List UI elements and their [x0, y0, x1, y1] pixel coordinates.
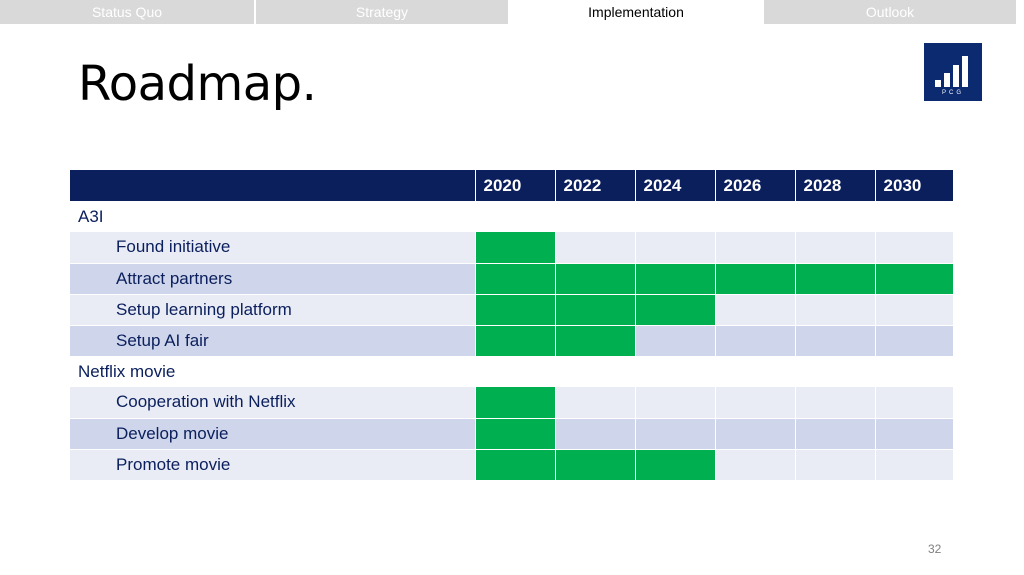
timeline-cell-active	[554, 294, 635, 326]
timeline-cell-active	[554, 449, 635, 481]
task-label: Setup AI fair	[70, 325, 475, 357]
timeline-cell-active	[554, 325, 635, 357]
timeline-cell-active	[474, 449, 555, 481]
page-number: 32	[928, 542, 942, 556]
year-header: 2024	[634, 170, 715, 201]
task-row: Setup learning platform	[70, 294, 953, 326]
timeline-cell-active	[474, 325, 555, 357]
timeline-cell-active	[874, 263, 953, 295]
table-header-row: 2020 2022 2024 2026 2028 2030	[70, 170, 953, 201]
timeline-cell-empty	[794, 387, 875, 419]
task-label: Cooperation with Netflix	[70, 387, 475, 419]
task-label: Found initiative	[70, 232, 475, 264]
timeline-cell-empty	[794, 449, 875, 481]
year-header: 2026	[714, 170, 795, 201]
timeline-cell-active	[714, 263, 795, 295]
timeline-cell-empty	[634, 232, 715, 264]
year-header: 2028	[794, 170, 875, 201]
task-label: Setup learning platform	[70, 294, 475, 326]
logo-bar-2	[944, 73, 950, 87]
timeline-cell-empty	[874, 418, 953, 450]
timeline-cell-empty	[554, 387, 635, 419]
timeline-cell-empty	[874, 449, 953, 481]
nav-tab-status-quo[interactable]: Status Quo	[0, 0, 254, 24]
timeline-cell-empty	[714, 325, 795, 357]
timeline-cell-active	[474, 263, 555, 295]
timeline-cell-empty	[714, 418, 795, 450]
timeline-cell-active	[634, 449, 715, 481]
group-label: A3I	[70, 201, 953, 232]
pcg-logo: PCG	[924, 43, 982, 101]
group-label: Netflix movie	[70, 356, 953, 387]
timeline-cell-empty	[794, 294, 875, 326]
nav-tab-implementation[interactable]: Implementation	[508, 0, 762, 24]
timeline-cell-empty	[794, 232, 875, 264]
timeline-cell-active	[634, 294, 715, 326]
header-label-cell	[70, 170, 475, 201]
year-header: 2030	[874, 170, 953, 201]
year-header: 2020	[474, 170, 555, 201]
timeline-cell-active	[474, 387, 555, 419]
timeline-cell-active	[794, 263, 875, 295]
task-label: Develop movie	[70, 418, 475, 450]
timeline-cell-active	[634, 263, 715, 295]
logo-bar-1	[935, 80, 941, 87]
timeline-cell-empty	[634, 325, 715, 357]
timeline-cell-active	[474, 294, 555, 326]
task-row: Develop movie	[70, 418, 953, 450]
timeline-cell-active	[474, 232, 555, 264]
timeline-cell-empty	[714, 232, 795, 264]
timeline-cell-empty	[794, 418, 875, 450]
task-label: Attract partners	[70, 263, 475, 295]
timeline-cell-empty	[874, 325, 953, 357]
task-row: Cooperation with Netflix	[70, 387, 953, 419]
task-label: Promote movie	[70, 449, 475, 481]
group-row: A3I	[70, 201, 953, 232]
timeline-cell-empty	[634, 387, 715, 419]
timeline-cell-active	[554, 263, 635, 295]
timeline-cell-empty	[714, 387, 795, 419]
timeline-cell-empty	[874, 387, 953, 419]
section-nav: Status Quo Strategy Implementation Outlo…	[0, 0, 1024, 24]
logo-text: PCG	[941, 90, 964, 96]
timeline-cell-empty	[874, 232, 953, 264]
nav-tab-strategy[interactable]: Strategy	[254, 0, 508, 24]
task-row: Setup AI fair	[70, 325, 953, 357]
year-header: 2022	[554, 170, 635, 201]
task-row: Promote movie	[70, 449, 953, 481]
page-title: Roadmap.	[78, 56, 317, 112]
timeline-cell-empty	[714, 449, 795, 481]
timeline-cell-empty	[794, 325, 875, 357]
group-row: Netflix movie	[70, 356, 953, 387]
timeline-cell-empty	[554, 232, 635, 264]
logo-bar-4	[962, 56, 968, 87]
task-row: Found initiative	[70, 232, 953, 264]
timeline-cell-active	[474, 418, 555, 450]
task-row: Attract partners	[70, 263, 953, 295]
roadmap-table: 2020 2022 2024 2026 2028 2030 A3I Found initia…	[70, 170, 953, 481]
timeline-cell-empty	[634, 418, 715, 450]
nav-tab-outlook[interactable]: Outlook	[762, 0, 1016, 24]
logo-bar-3	[953, 65, 959, 87]
timeline-cell-empty	[554, 418, 635, 450]
timeline-cell-empty	[874, 294, 953, 326]
timeline-cell-empty	[714, 294, 795, 326]
